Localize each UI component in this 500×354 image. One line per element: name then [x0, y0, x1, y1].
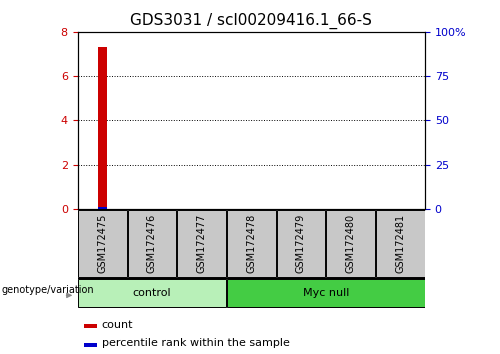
Bar [276, 210, 325, 277]
Text: GSM172479: GSM172479 [296, 214, 306, 273]
Text: GSM172476: GSM172476 [147, 214, 157, 273]
Bar [227, 210, 276, 277]
Bar [98, 207, 107, 209]
Text: GSM172475: GSM172475 [98, 214, 108, 273]
Bar [84, 324, 96, 328]
Text: control: control [132, 288, 172, 298]
Text: Myc null: Myc null [302, 288, 349, 298]
Text: percentile rank within the sample: percentile rank within the sample [102, 338, 290, 348]
Bar [128, 210, 176, 277]
Bar [84, 343, 96, 347]
Bar [227, 279, 424, 307]
Bar [326, 210, 375, 277]
Text: count: count [102, 320, 134, 330]
Bar [78, 279, 226, 307]
Bar [78, 210, 126, 277]
Text: GSM172481: GSM172481 [395, 214, 405, 273]
Bar [178, 210, 226, 277]
Bar [376, 210, 424, 277]
Text: GSM172477: GSM172477 [196, 214, 206, 273]
Text: GSM172480: GSM172480 [346, 214, 356, 273]
Bar [98, 47, 107, 209]
Text: genotype/variation: genotype/variation [2, 285, 94, 295]
Text: GSM172478: GSM172478 [246, 214, 256, 273]
Title: GDS3031 / scl00209416.1_66-S: GDS3031 / scl00209416.1_66-S [130, 13, 372, 29]
